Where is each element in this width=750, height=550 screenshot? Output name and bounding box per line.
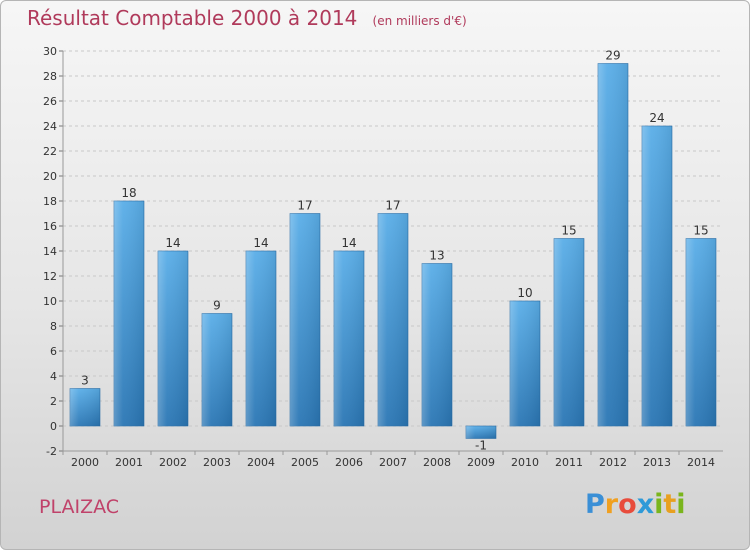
logo-letter: r (604, 489, 619, 520)
label-layer: 3 18 14 9 14 17 14 17 13 -1 10 15 29 24 15 (81, 49, 708, 453)
x-tick-label: 2002 (159, 456, 187, 469)
y-tick-label: 6 (50, 345, 57, 358)
data-label-2007: 17 (385, 199, 400, 213)
data-label-2011: 15 (561, 224, 576, 238)
x-tick-label: 2000 (71, 456, 99, 469)
y-tick-label: 18 (43, 195, 57, 208)
x-tick-label: 2008 (423, 456, 451, 469)
bar-shine (466, 426, 496, 439)
y-tick-label: 20 (43, 170, 57, 183)
data-label-2012: 29 (605, 49, 620, 63)
x-tick-label: 2012 (599, 456, 627, 469)
x-tick-label: 2004 (247, 456, 275, 469)
title-row: Résultat Comptable 2000 à 2014 (en milli… (27, 6, 467, 30)
x-tick-label: 2013 (643, 456, 671, 469)
x-tick-label: 2011 (555, 456, 583, 469)
chart-title: Résultat Comptable 2000 à 2014 (27, 6, 358, 30)
y-tick-label: 12 (43, 270, 57, 283)
y-tick-label: 24 (43, 120, 57, 133)
bar-shine (158, 251, 188, 426)
bar-shine (510, 301, 540, 426)
bar-shine (70, 388, 100, 426)
logo-letter: o (618, 489, 637, 520)
logo-letter: P (585, 489, 605, 520)
data-label-2002: 14 (165, 236, 180, 250)
bar-shine (114, 201, 144, 426)
bar-shine (554, 238, 584, 426)
y-tick-label: 8 (50, 320, 57, 333)
x-tick-label: 2009 (467, 456, 495, 469)
y-tick-label: 0 (50, 420, 57, 433)
logo-letter: x (636, 489, 655, 520)
y-tick-label: -2 (46, 445, 57, 458)
x-tick-label: 2001 (115, 456, 143, 469)
bar-shine (334, 251, 364, 426)
commune-name: PLAIZAC (39, 496, 120, 518)
y-tick-label: 2 (50, 395, 57, 408)
logo-letter: i (654, 489, 664, 520)
data-label-2013: 24 (649, 111, 664, 125)
data-label-2014: 15 (693, 224, 708, 238)
bar-shine (422, 263, 452, 426)
y-tick-label: 30 (43, 45, 57, 58)
x-tick-label: 2010 (511, 456, 539, 469)
x-tick-label: 2005 (291, 456, 319, 469)
data-label-2003: 9 (213, 299, 221, 313)
y-tick-label: 16 (43, 220, 57, 233)
data-label-2006: 14 (341, 236, 356, 250)
y-tick-label: 22 (43, 145, 57, 158)
y-tick-label: 4 (50, 370, 57, 383)
bar-shine (686, 238, 716, 426)
y-tick-label: 14 (43, 245, 57, 258)
x-tick-label: 2003 (203, 456, 231, 469)
data-label-2010: 10 (517, 286, 532, 300)
proxiti-logo[interactable]: Proxiti (585, 489, 686, 520)
x-tick-label: 2014 (687, 456, 715, 469)
y-tick-label: 28 (43, 70, 57, 83)
bar-shine (202, 313, 232, 426)
chart-subtitle: (en milliers d'€) (372, 14, 467, 28)
bar-shine (598, 63, 628, 426)
logo-letter: t (663, 489, 677, 520)
y-tick-label: 26 (43, 95, 57, 108)
x-tick-label: 2007 (379, 456, 407, 469)
data-label-2000: 3 (81, 374, 89, 388)
x-tick-label: 2006 (335, 456, 363, 469)
data-label-2001: 18 (121, 186, 136, 200)
y-tick-label: 10 (43, 295, 57, 308)
data-label-2004: 14 (253, 236, 268, 250)
data-label-2005: 17 (297, 199, 312, 213)
bar-shine (246, 251, 276, 426)
bar-shine (378, 213, 408, 426)
bar-layer (69, 63, 717, 439)
bar-shine (290, 213, 320, 426)
logo-letter: i (676, 489, 686, 520)
data-label-2009: -1 (475, 439, 487, 453)
bar-shine (642, 126, 672, 426)
data-label-2008: 13 (429, 249, 444, 263)
